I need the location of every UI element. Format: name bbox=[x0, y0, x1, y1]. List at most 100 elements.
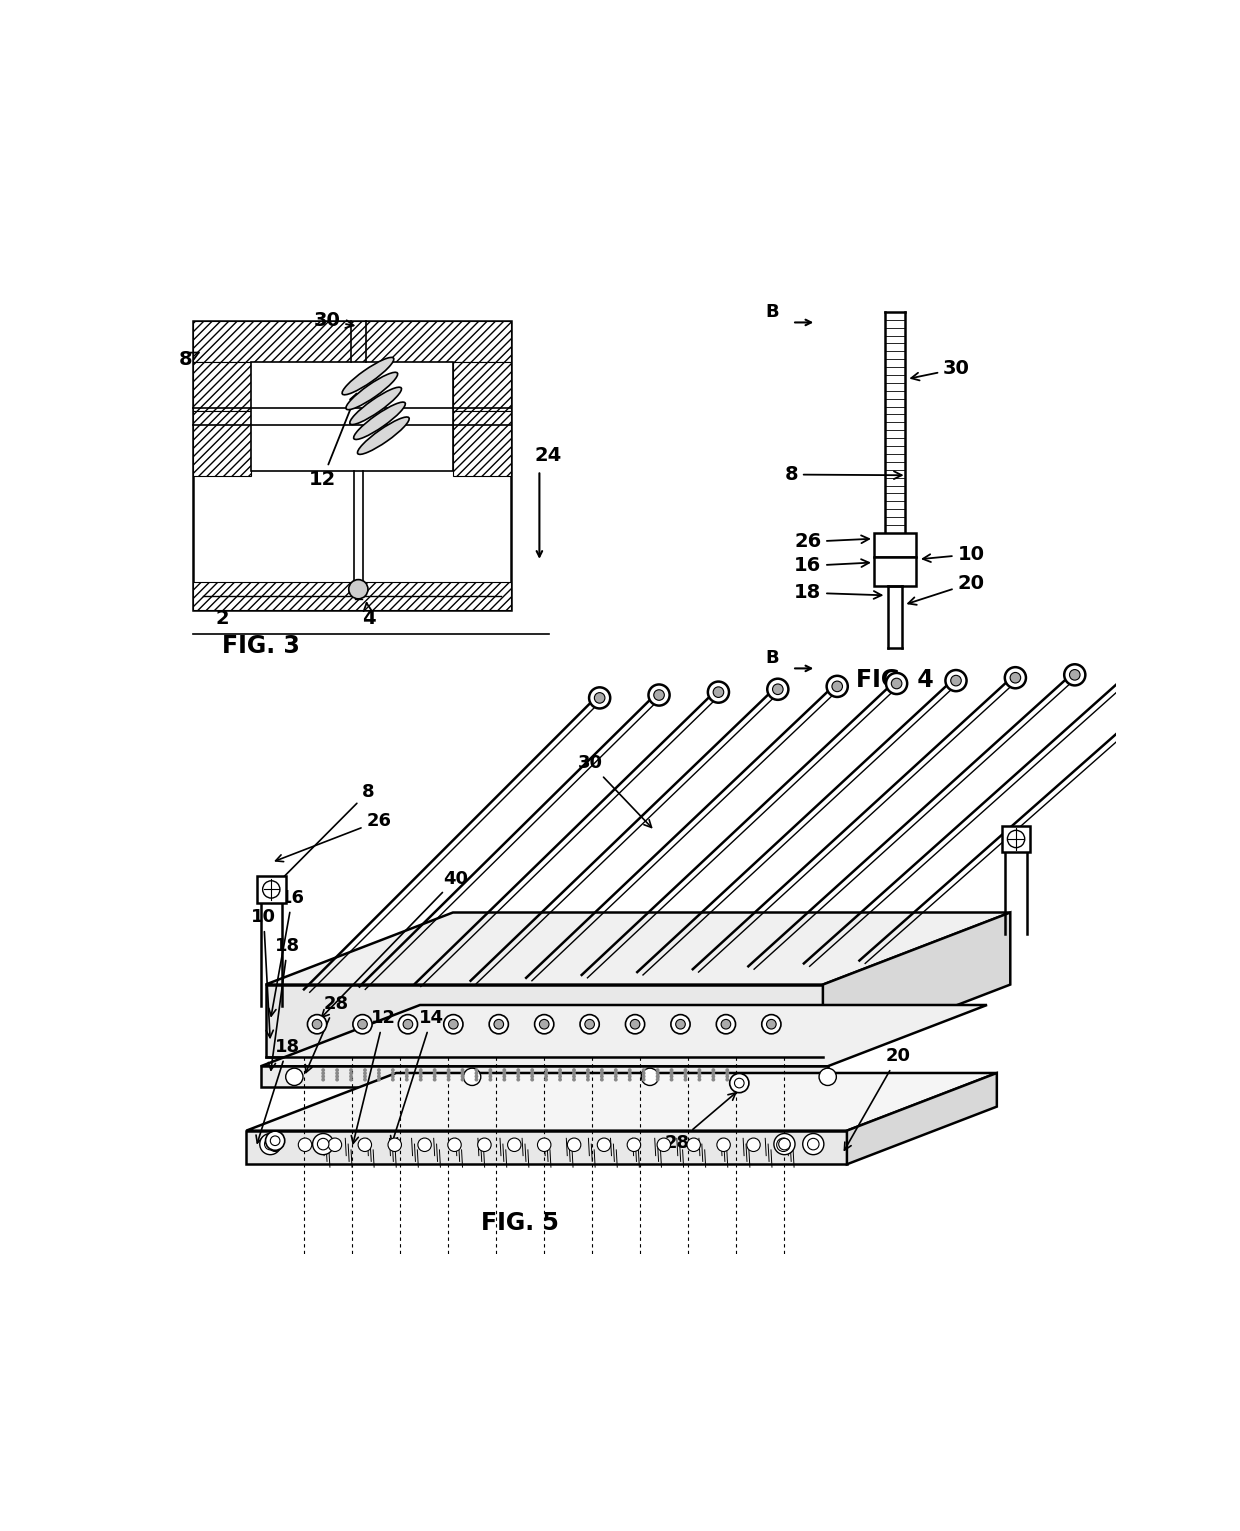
Circle shape bbox=[544, 1075, 548, 1078]
Circle shape bbox=[656, 1072, 660, 1075]
Bar bbox=[193, 322, 511, 361]
Text: 8: 8 bbox=[785, 465, 901, 484]
Text: FIG. 3: FIG. 3 bbox=[222, 634, 300, 658]
Ellipse shape bbox=[353, 403, 405, 439]
Circle shape bbox=[516, 1078, 521, 1081]
Circle shape bbox=[446, 1072, 450, 1075]
Circle shape bbox=[404, 1072, 409, 1075]
Circle shape bbox=[558, 1072, 562, 1075]
Circle shape bbox=[264, 1139, 277, 1150]
Circle shape bbox=[350, 1072, 353, 1075]
Circle shape bbox=[892, 678, 901, 689]
Circle shape bbox=[377, 1075, 381, 1078]
Circle shape bbox=[531, 1078, 534, 1081]
Circle shape bbox=[773, 684, 784, 695]
Text: 20: 20 bbox=[908, 574, 985, 605]
Circle shape bbox=[446, 1075, 450, 1078]
Circle shape bbox=[377, 1069, 381, 1072]
Circle shape bbox=[697, 1069, 702, 1072]
Text: 28: 28 bbox=[665, 1093, 735, 1151]
Circle shape bbox=[531, 1069, 534, 1072]
Circle shape bbox=[539, 1020, 549, 1029]
Circle shape bbox=[391, 1078, 394, 1081]
Circle shape bbox=[670, 1069, 673, 1072]
Circle shape bbox=[534, 1015, 554, 1033]
Circle shape bbox=[1188, 664, 1199, 674]
Circle shape bbox=[594, 692, 605, 703]
Circle shape bbox=[725, 1069, 729, 1072]
Circle shape bbox=[531, 1075, 534, 1078]
Circle shape bbox=[683, 1075, 687, 1078]
Circle shape bbox=[642, 1072, 646, 1075]
Circle shape bbox=[697, 1078, 702, 1081]
Circle shape bbox=[656, 1069, 660, 1072]
Circle shape bbox=[350, 1078, 353, 1081]
Circle shape bbox=[489, 1072, 492, 1075]
Circle shape bbox=[321, 1078, 325, 1081]
Circle shape bbox=[460, 1075, 465, 1078]
Circle shape bbox=[404, 1069, 409, 1072]
Circle shape bbox=[475, 1075, 479, 1078]
Text: 8: 8 bbox=[179, 349, 198, 369]
Circle shape bbox=[446, 1069, 450, 1072]
Circle shape bbox=[627, 1069, 631, 1072]
Circle shape bbox=[820, 1069, 836, 1085]
Circle shape bbox=[697, 1072, 702, 1075]
Circle shape bbox=[1183, 658, 1204, 680]
Circle shape bbox=[419, 1072, 423, 1075]
Circle shape bbox=[502, 1072, 506, 1075]
Circle shape bbox=[516, 1069, 521, 1072]
Circle shape bbox=[614, 1069, 618, 1072]
Circle shape bbox=[299, 1138, 311, 1151]
Circle shape bbox=[649, 684, 670, 706]
Circle shape bbox=[1004, 668, 1025, 689]
Circle shape bbox=[627, 1138, 641, 1151]
Text: 40: 40 bbox=[321, 870, 469, 1017]
Circle shape bbox=[657, 1138, 671, 1151]
Text: 24: 24 bbox=[534, 446, 562, 465]
Circle shape bbox=[683, 1069, 687, 1072]
Circle shape bbox=[321, 1069, 325, 1072]
Circle shape bbox=[475, 1072, 479, 1075]
Circle shape bbox=[558, 1078, 562, 1081]
Circle shape bbox=[477, 1138, 491, 1151]
Text: B: B bbox=[765, 303, 779, 320]
Circle shape bbox=[725, 1075, 729, 1078]
Circle shape bbox=[722, 1020, 730, 1029]
Text: 14: 14 bbox=[391, 1009, 444, 1144]
Circle shape bbox=[335, 1078, 339, 1081]
Circle shape bbox=[531, 1072, 534, 1075]
Circle shape bbox=[285, 1069, 303, 1085]
Circle shape bbox=[768, 678, 789, 700]
Circle shape bbox=[502, 1078, 506, 1081]
Circle shape bbox=[377, 1078, 381, 1081]
Polygon shape bbox=[823, 912, 1011, 1056]
Circle shape bbox=[712, 1075, 715, 1078]
Polygon shape bbox=[247, 1131, 847, 1164]
Circle shape bbox=[951, 675, 961, 686]
Circle shape bbox=[776, 1138, 790, 1151]
Bar bbox=[193, 582, 511, 609]
Polygon shape bbox=[260, 1066, 828, 1087]
Text: 26: 26 bbox=[275, 811, 392, 862]
Circle shape bbox=[403, 1020, 413, 1029]
Circle shape bbox=[587, 1072, 590, 1075]
Circle shape bbox=[489, 1069, 492, 1072]
Circle shape bbox=[641, 1069, 658, 1085]
Circle shape bbox=[544, 1069, 548, 1072]
Circle shape bbox=[363, 1072, 367, 1075]
Circle shape bbox=[391, 1072, 394, 1075]
Circle shape bbox=[717, 1015, 735, 1033]
Circle shape bbox=[489, 1078, 492, 1081]
Circle shape bbox=[712, 1078, 715, 1081]
Text: 26: 26 bbox=[794, 533, 869, 551]
Circle shape bbox=[265, 1131, 285, 1150]
Text: 2: 2 bbox=[216, 609, 229, 628]
Circle shape bbox=[746, 1138, 760, 1151]
Circle shape bbox=[827, 675, 848, 697]
Circle shape bbox=[656, 1075, 660, 1078]
Circle shape bbox=[404, 1078, 409, 1081]
Circle shape bbox=[887, 674, 908, 694]
Circle shape bbox=[630, 1020, 640, 1029]
Circle shape bbox=[444, 1015, 463, 1033]
